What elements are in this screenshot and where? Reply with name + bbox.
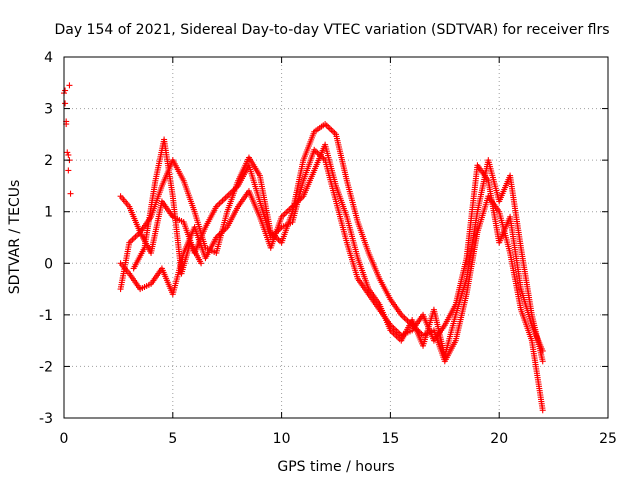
y-tick-label: -1 <box>39 308 53 324</box>
x-tick-label: 0 <box>60 431 69 447</box>
data-point <box>62 100 69 107</box>
data-points <box>61 82 546 414</box>
x-axis-label: GPS time / hours <box>277 459 394 475</box>
data-point <box>198 260 205 267</box>
x-tick-label: 15 <box>381 431 399 447</box>
y-tick-label: 1 <box>44 205 53 221</box>
data-point <box>65 167 72 174</box>
x-tick-label: 20 <box>490 431 508 447</box>
y-tick-label: 0 <box>44 256 53 272</box>
y-tick-label: -2 <box>39 359 53 375</box>
data-point <box>62 87 69 94</box>
x-tick-label: 25 <box>599 431 617 447</box>
y-tick-label: 4 <box>44 50 53 66</box>
y-tick-label: 2 <box>44 153 53 169</box>
chart-title: Day 154 of 2021, Sidereal Day-to-day VTE… <box>54 22 609 38</box>
data-point <box>64 149 71 156</box>
y-tick-label: 3 <box>44 102 53 118</box>
data-point <box>539 407 546 414</box>
y-axis-label: SDTVAR / TECUs <box>7 180 23 295</box>
axis-ticks: 0 5 10 15 20 25 -3 -2 -1 0 1 2 3 4 <box>39 50 617 447</box>
plot-frame <box>63 56 609 419</box>
y-tick-label: -3 <box>39 411 53 427</box>
x-tick-label: 10 <box>273 431 291 447</box>
data-point <box>65 151 72 158</box>
x-tick-label: 5 <box>168 431 177 447</box>
data-point <box>66 82 73 89</box>
data-point <box>67 190 74 197</box>
data-point <box>539 358 546 365</box>
